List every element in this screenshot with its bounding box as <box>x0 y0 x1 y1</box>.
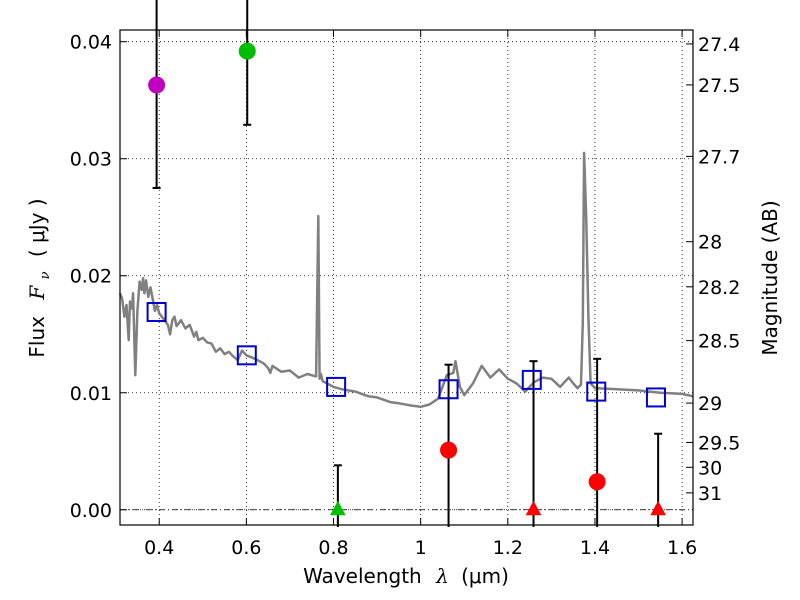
magnitude-tick-label: 29 <box>698 393 722 415</box>
y-tick-label: 0.03 <box>70 149 112 171</box>
x-tick-label: 0.4 <box>144 537 174 559</box>
upper-limit-marker <box>650 500 666 516</box>
x-axis-title-symbol: λ <box>435 564 449 588</box>
observed-point <box>148 76 166 94</box>
model-spectrum <box>118 151 694 409</box>
magnitude-tick-label: 31 <box>698 483 722 505</box>
x-tick-label: 1.4 <box>580 537 610 559</box>
magnitude-tick-label: 27.4 <box>698 34 740 56</box>
grid <box>120 30 693 525</box>
magnitude-tick-label: 28 <box>698 232 722 254</box>
upper-limit-marker <box>525 500 542 516</box>
model-photometry <box>146 302 666 408</box>
y-tick-label: 0.01 <box>70 383 112 405</box>
model-point <box>645 387 666 408</box>
magnitude-tick-label: 27.5 <box>698 75 740 97</box>
model-point <box>586 381 607 402</box>
x-tick-label: 0.6 <box>231 537 261 559</box>
magnitude-tick-label: 30 <box>698 457 722 479</box>
x-tick-label: 1.2 <box>493 537 523 559</box>
x-axis-title-unit: (μm) <box>461 564 509 588</box>
y-axis-title-symbol: F <box>25 285 49 301</box>
model-point <box>236 345 257 366</box>
x-tick-label: 1 <box>415 537 427 559</box>
y-tick-label: 0.00 <box>70 500 112 522</box>
observed-point <box>440 441 458 459</box>
model-point <box>521 369 542 390</box>
magnitude-tick-label: 28.5 <box>698 331 740 353</box>
observed-point <box>238 42 256 60</box>
y-axis-title-prefix: Flux <box>25 316 49 358</box>
model-point <box>146 302 167 323</box>
model-point <box>438 379 459 400</box>
magnitude-tick-label: 27.7 <box>698 146 740 168</box>
y-axis-title-subscript: ν <box>38 271 53 279</box>
x-axis-title: Wavelength λ (μm) <box>303 564 509 588</box>
observed-point <box>588 473 606 491</box>
upper-limit-marker <box>330 500 346 516</box>
observed-photometry <box>148 42 666 516</box>
y-axis-title: Flux F ν ( μJy ) <box>25 198 54 357</box>
plot-frame <box>119 29 694 526</box>
x-tick-label: 1.6 <box>667 537 697 559</box>
y-axis-title-unit: ( μJy ) <box>25 198 49 257</box>
x-axis-ticks: 0.4 0.6 0.8 1 1.2 1.4 1.6 <box>144 30 697 559</box>
magnitude-tick-label: 29.5 <box>698 432 740 454</box>
magnitude-axis-ticks: 27.4 27.5 27.7 28 28.2 28.5 29 29.5 30 31 <box>686 34 740 505</box>
x-tick-label: 0.8 <box>318 537 348 559</box>
y-tick-label: 0.02 <box>70 266 112 288</box>
y-axis-ticks: 0.00 0.01 0.02 0.03 0.04 <box>70 32 127 522</box>
x-axis-title-prefix: Wavelength <box>303 564 422 588</box>
model-point <box>326 376 347 397</box>
spectrum-line <box>118 151 694 409</box>
right-axis-title: Magnitude (AB) <box>758 200 782 355</box>
magnitude-tick-label: 28.2 <box>698 277 740 299</box>
y-tick-label: 0.04 <box>70 32 112 54</box>
